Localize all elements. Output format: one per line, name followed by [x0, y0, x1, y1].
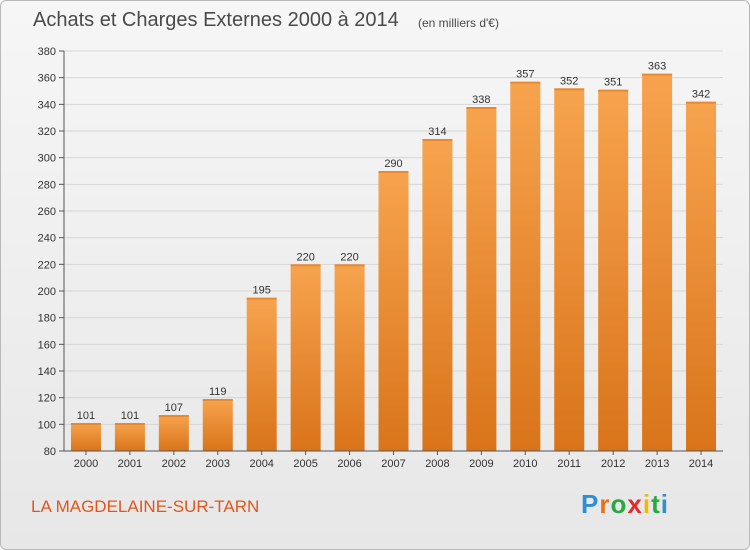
- bar: [290, 264, 321, 451]
- bar-value-label: 290: [384, 158, 402, 170]
- bar-top-edge: [290, 264, 321, 267]
- bar-top-edge: [334, 264, 365, 267]
- x-tick-label: 2009: [469, 458, 493, 470]
- bar-series: 101 101 107 119 195 220 220 290 314 338 357 352 351 3…: [70, 61, 717, 452]
- bar-top-edge: [422, 139, 453, 141]
- x-tick-label: 2014: [689, 458, 713, 470]
- bar-top-edge: [246, 297, 277, 300]
- bar: [158, 415, 189, 451]
- chart-unit: (en milliers d'€): [418, 16, 499, 30]
- bar-value-label: 342: [692, 89, 710, 101]
- bar-value-label: 220: [340, 251, 358, 263]
- x-tick-label: 2008: [425, 458, 449, 470]
- bar-top-edge: [202, 399, 233, 401]
- x-tick-label: 2002: [162, 458, 186, 470]
- bar: [70, 423, 101, 451]
- y-tick-label: 200: [38, 286, 56, 298]
- bar-top-edge: [554, 88, 585, 91]
- bar-value-label: 363: [648, 61, 666, 73]
- proxiti-logo: Proxiti: [581, 489, 669, 520]
- y-tick-label: 240: [38, 233, 56, 245]
- bar-value-label: 119: [209, 386, 227, 398]
- bar: [246, 297, 277, 451]
- bar-top-edge: [510, 81, 541, 84]
- bar-top-edge: [466, 107, 497, 109]
- logo-letter: P: [581, 489, 600, 519]
- bar: [378, 171, 409, 451]
- x-tick-label: 2004: [249, 458, 273, 470]
- bar-top-edge: [70, 423, 101, 425]
- y-tick-label: 360: [38, 73, 56, 85]
- bar-top-edge: [114, 423, 145, 425]
- bar-value-label: 101: [121, 410, 139, 422]
- x-tick-label: 2001: [118, 458, 142, 470]
- x-tick-label: 2005: [293, 458, 317, 470]
- y-tick-label: 140: [38, 366, 56, 378]
- bar: [510, 81, 541, 452]
- y-tick-label: 80: [44, 446, 56, 458]
- logo-letter: i: [660, 489, 669, 519]
- chart-title: Achats et Charges Externes 2000 à 2014: [33, 9, 399, 31]
- bar-top-edge: [686, 101, 717, 104]
- bar: [598, 89, 629, 452]
- logo-letter: r: [599, 489, 611, 519]
- bar: [114, 423, 145, 451]
- y-tick-label: 380: [38, 46, 56, 58]
- y-tick-label: 300: [38, 153, 56, 165]
- y-tick-label: 100: [38, 419, 56, 431]
- bar: [202, 399, 233, 451]
- bar-value-label: 357: [516, 69, 534, 81]
- logo-letter: t: [651, 489, 661, 519]
- y-tick-label: 160: [38, 339, 56, 351]
- bar-value-label: 351: [604, 77, 622, 89]
- bar-value-label: 314: [428, 126, 446, 138]
- bar-top-edge: [378, 171, 409, 173]
- bar: [422, 139, 453, 451]
- x-tick-label: 2007: [381, 458, 405, 470]
- y-tick-label: 280: [38, 179, 56, 191]
- bar-value-label: 101: [77, 410, 95, 422]
- bar: [334, 264, 365, 451]
- bar: [466, 107, 497, 451]
- bar: [642, 73, 673, 452]
- x-tick-label: 2012: [601, 458, 625, 470]
- y-tick-label: 220: [38, 259, 56, 271]
- x-tick-label: 2000: [74, 458, 98, 470]
- bar-top-edge: [642, 73, 673, 76]
- x-tick-label: 2010: [513, 458, 537, 470]
- bar-top-edge: [598, 89, 629, 92]
- y-tick-label: 120: [38, 393, 56, 405]
- logo-letter: x: [627, 489, 643, 519]
- logo-letter: o: [610, 489, 628, 519]
- bar-value-label: 352: [560, 75, 578, 87]
- commune-name: LA MAGDELAINE-SUR-TARN: [31, 497, 260, 516]
- bar: [554, 88, 585, 451]
- x-tick-label: 2011: [557, 458, 581, 470]
- bar: [686, 101, 717, 452]
- logo-letter: i: [642, 489, 652, 519]
- axes: 80 100 120 140 160 180 200 220 240 260 280 300 320 34…: [38, 46, 723, 470]
- bar-value-label: 338: [472, 94, 490, 106]
- bar-value-label: 195: [253, 285, 271, 297]
- y-tick-label: 180: [38, 313, 56, 325]
- x-tick-label: 2006: [337, 458, 361, 470]
- bar-top-edge: [158, 415, 189, 417]
- x-tick-label: 2003: [206, 458, 230, 470]
- x-tick-label: 2013: [645, 458, 669, 470]
- y-tick-label: 340: [38, 99, 56, 111]
- y-tick-label: 260: [38, 206, 56, 218]
- y-tick-label: 320: [38, 126, 56, 138]
- bar-value-label: 107: [165, 402, 183, 414]
- bar-value-label: 220: [296, 251, 314, 263]
